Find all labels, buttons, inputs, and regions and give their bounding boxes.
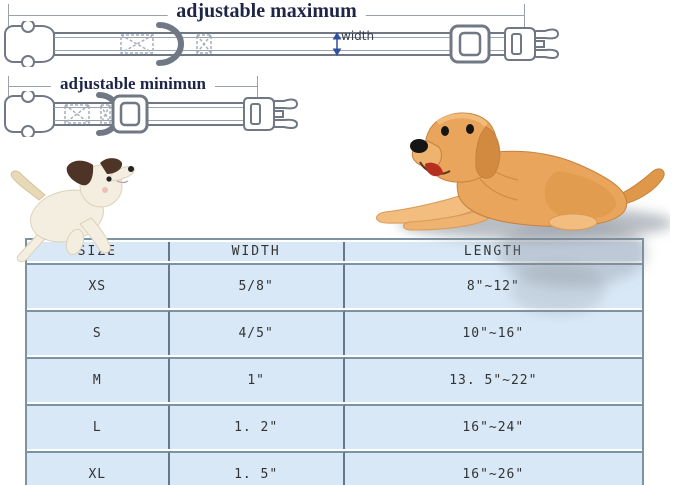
adjustable-maximum-label: adjustable maximum bbox=[167, 0, 366, 23]
width-cell: 1. 2" bbox=[169, 404, 345, 449]
width-cell: 1" bbox=[169, 357, 345, 402]
size-cell: S bbox=[27, 310, 170, 355]
width-cell: 4/5" bbox=[169, 310, 345, 355]
header-width: WIDTH bbox=[169, 242, 345, 261]
measure-tick-right bbox=[257, 76, 258, 98]
header-size: SIZE bbox=[27, 242, 170, 261]
adjustable-minimum-measure: adjustable minimun bbox=[8, 74, 258, 99]
header-length: LENGTH bbox=[344, 242, 642, 261]
adjustable-maximum-measure: adjustable maximum bbox=[8, 0, 525, 29]
length-cell: 10"~16" bbox=[344, 310, 642, 355]
table-row: XS 5/8" 8"~12" bbox=[27, 263, 642, 308]
measure-tick-right bbox=[524, 4, 525, 29]
table-row: S 4/5" 10"~16" bbox=[27, 310, 642, 355]
length-cell: 16"~24" bbox=[344, 404, 642, 449]
length-cell: 13. 5"~22" bbox=[344, 357, 642, 402]
width-cell: 1. 5" bbox=[169, 451, 345, 485]
collar-maximum-diagram bbox=[4, 21, 560, 67]
adjustable-minimum-label: adjustable minimun bbox=[51, 74, 215, 94]
width-arrow bbox=[332, 32, 342, 56]
size-cell: XL bbox=[27, 451, 170, 485]
measure-tick-left bbox=[8, 76, 9, 98]
size-cell: XS bbox=[27, 263, 170, 308]
size-table-header-row: SIZE WIDTH LENGTH bbox=[27, 242, 642, 261]
size-chart: SIZE WIDTH LENGTH XS 5/8" 8"~12" S 4/5" … bbox=[25, 238, 644, 485]
length-cell: 16"~26" bbox=[344, 451, 642, 485]
measure-tick-left bbox=[8, 4, 9, 29]
size-cell: M bbox=[27, 357, 170, 402]
size-cell: L bbox=[27, 404, 170, 449]
table-row: M 1" 13. 5"~22" bbox=[27, 357, 642, 402]
table-row: XL 1. 5" 16"~26" bbox=[27, 451, 642, 485]
width-label: width bbox=[341, 29, 375, 43]
length-cell: 8"~12" bbox=[344, 263, 642, 308]
size-table: SIZE WIDTH LENGTH XS 5/8" 8"~12" S 4/5" … bbox=[27, 240, 642, 485]
width-cell: 5/8" bbox=[169, 263, 345, 308]
collar-minimum-diagram bbox=[4, 91, 299, 137]
table-row: L 1. 2" 16"~24" bbox=[27, 404, 642, 449]
